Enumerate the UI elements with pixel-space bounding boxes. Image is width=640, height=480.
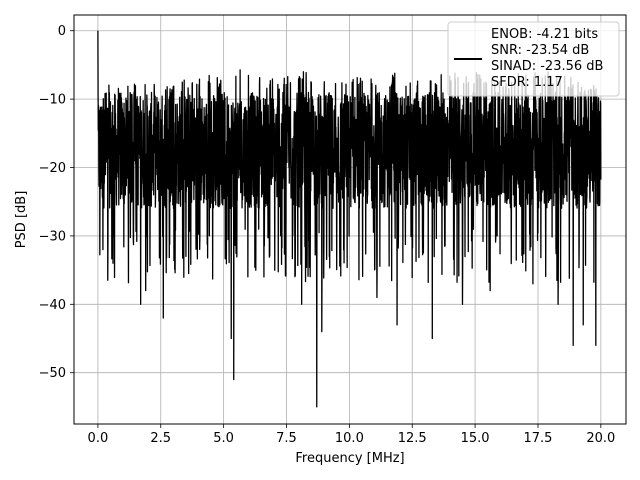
x-axis-ticks: 0.0 2.5 5.0 7.5 10.0 12.5 15.0 17.5 20.0 (88, 424, 615, 446)
x-tick-label: 17.5 (524, 431, 553, 446)
x-tick-label: 0.0 (88, 431, 109, 446)
x-tick-label: 2.5 (150, 431, 171, 446)
y-tick-label: 0 (58, 24, 66, 39)
series-layer (97, 30, 602, 408)
x-axis-label: Frequency [MHz] (295, 451, 404, 466)
y-axis-label: PSD [dB] (14, 191, 29, 249)
y-tick-label: −20 (39, 161, 66, 176)
legend-entry-snr: SNR: -23.54 dB (491, 43, 589, 58)
plot-frame (73, 14, 627, 425)
x-tick-label: 7.5 (276, 431, 297, 446)
legend-entry-enob: ENOB: -4.21 bits (491, 27, 598, 42)
y-tick-label: −40 (39, 298, 66, 313)
x-tick-label: 15.0 (461, 431, 490, 446)
x-tick-label: 20.0 (586, 431, 615, 446)
legend: ENOB: -4.21 bits SNR: -23.54 dB SINAD: -… (447, 21, 620, 97)
x-tick-label: 5.0 (213, 431, 234, 446)
x-tick-label: 10.0 (335, 431, 364, 446)
y-tick-label: −30 (39, 229, 66, 244)
y-tick-label: −10 (39, 93, 66, 108)
legend-entry-sfdr: SFDR: 1.17 (491, 75, 563, 90)
legend-box (447, 21, 620, 97)
x-tick-label: 12.5 (398, 431, 427, 446)
psd-series-line (97, 30, 602, 408)
y-axis-ticks: 0 −10 −20 −30 −40 −50 (39, 24, 74, 381)
legend-entry-sinad: SINAD: -23.56 dB (491, 59, 603, 74)
y-tick-label: −50 (39, 366, 66, 381)
